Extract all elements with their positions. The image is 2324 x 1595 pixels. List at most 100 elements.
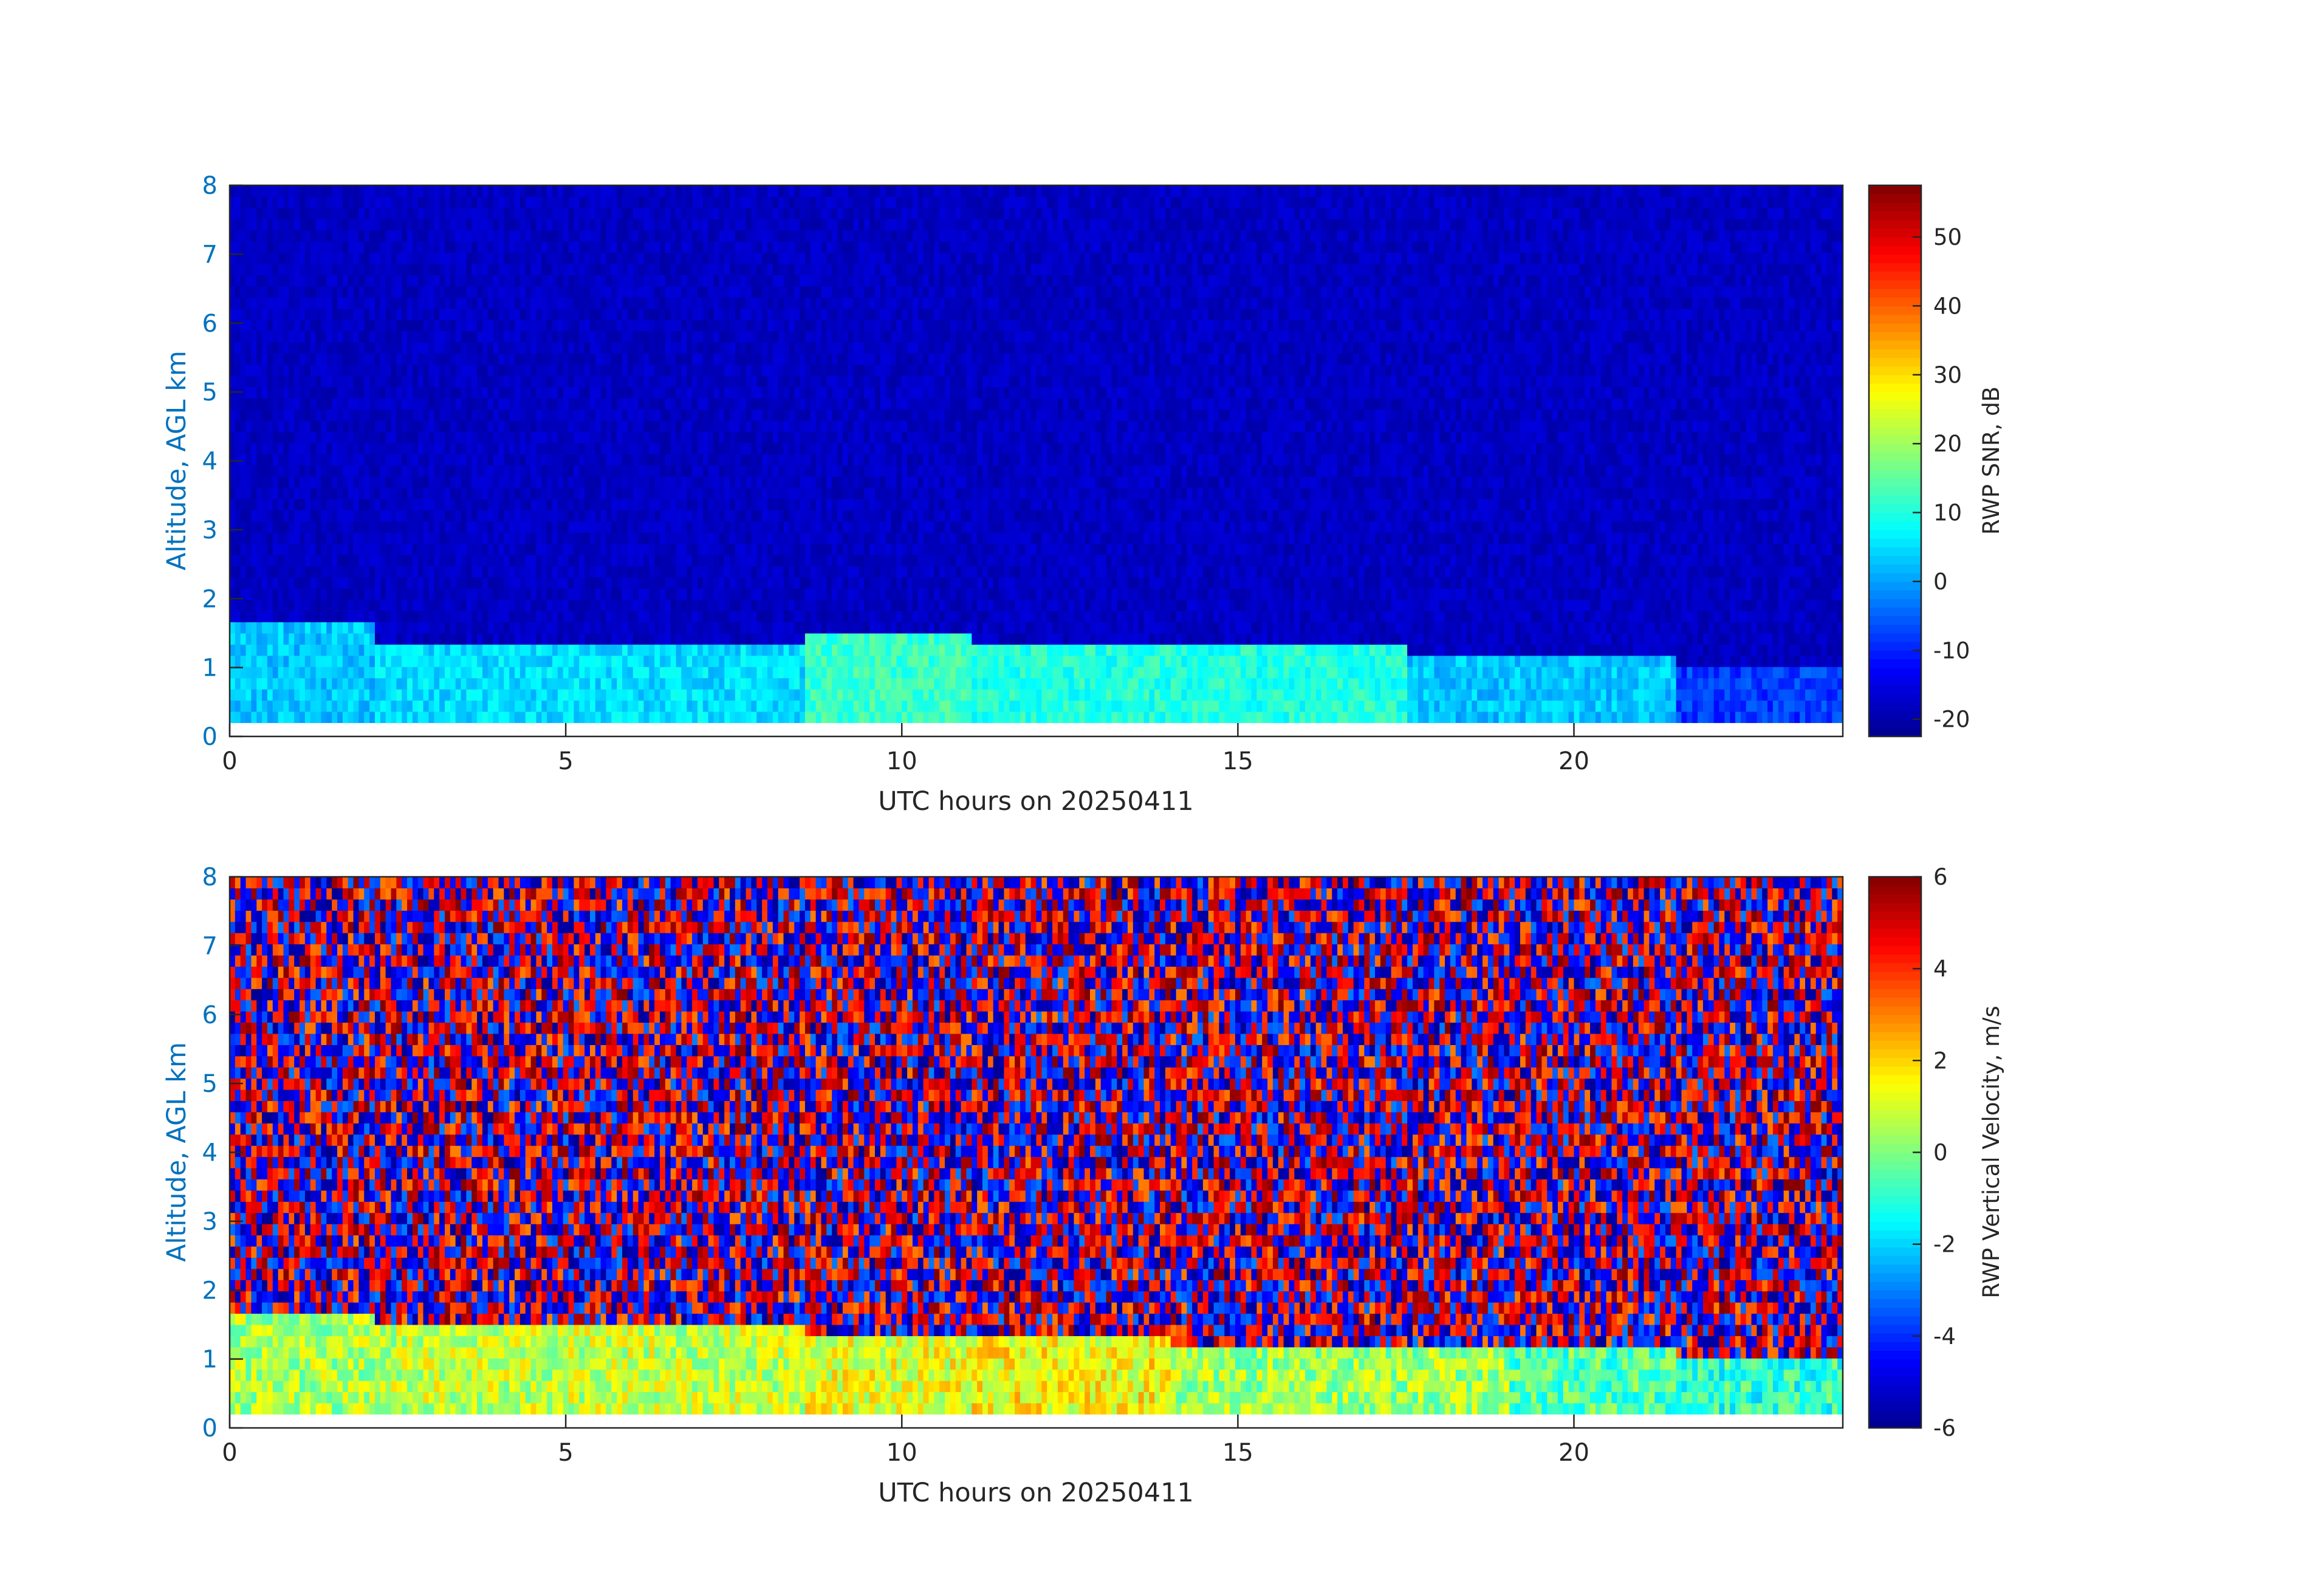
heatmap-cell	[735, 566, 741, 578]
heatmap-cell	[530, 308, 537, 320]
heatmap-cell	[557, 644, 564, 656]
heatmap-cell	[294, 409, 300, 421]
heatmap-cell	[251, 252, 257, 264]
heatmap-cell	[762, 677, 768, 690]
heatmap-cell	[509, 297, 515, 309]
heatmap-cell	[702, 487, 709, 499]
heatmap-cell	[364, 532, 370, 544]
heatmap-cell	[272, 241, 279, 253]
heatmap-cell	[778, 532, 784, 544]
heatmap-cell	[762, 611, 768, 623]
heatmap-cell	[681, 554, 687, 566]
heatmap-cell	[584, 566, 591, 578]
heatmap-cell	[600, 308, 607, 320]
heatmap-cell	[552, 476, 558, 489]
heatmap-cell	[751, 532, 757, 544]
heatmap-cell	[595, 341, 602, 354]
heatmap-cell	[380, 588, 386, 600]
heatmap-cell	[300, 577, 306, 589]
heatmap-cell	[670, 331, 677, 343]
heatmap-cell	[391, 667, 397, 679]
heatmap-cell	[267, 644, 273, 656]
heatmap-cell	[574, 431, 580, 444]
heatmap-cell	[552, 230, 558, 242]
heatmap-cell	[654, 230, 660, 242]
heatmap-cell	[719, 543, 725, 555]
heatmap-cell	[638, 521, 645, 533]
heatmap-cell	[767, 420, 773, 432]
heatmap-cell	[643, 230, 650, 242]
heatmap-cell	[477, 420, 483, 432]
heatmap-cell	[697, 677, 704, 690]
heatmap-cell	[595, 465, 602, 477]
heatmap-cell	[730, 341, 736, 354]
heatmap-cell	[541, 431, 547, 444]
heatmap-cell	[240, 633, 247, 645]
heatmap-cell	[509, 420, 515, 432]
heatmap-cell	[681, 341, 687, 354]
heatmap-cell	[600, 689, 607, 701]
heatmap-cell	[487, 655, 494, 667]
heatmap-cell	[315, 364, 322, 376]
heatmap-cell	[262, 442, 268, 454]
heatmap-cell	[557, 476, 564, 489]
heatmap-cell	[525, 207, 532, 219]
heatmap-cell	[315, 521, 322, 533]
heatmap-cell	[251, 386, 257, 399]
heatmap-cell	[627, 386, 634, 399]
heatmap-cell	[289, 252, 295, 264]
heatmap-cell	[697, 196, 704, 208]
heatmap-cell	[789, 700, 795, 712]
heatmap-cell	[240, 275, 247, 287]
heatmap-cell	[579, 353, 585, 365]
heatmap-cell	[434, 219, 440, 231]
heatmap-cell	[466, 554, 472, 566]
heatmap-cell	[423, 420, 430, 432]
heatmap-cell	[600, 398, 607, 410]
heatmap-cell	[300, 510, 306, 522]
heatmap-cell	[611, 185, 617, 197]
heatmap-cell	[557, 308, 564, 320]
heatmap-cell	[300, 655, 306, 667]
heatmap-cell	[417, 521, 424, 533]
heatmap-cell	[380, 386, 386, 399]
heatmap-cell	[310, 275, 317, 287]
heatmap-cell	[719, 566, 725, 578]
heatmap-cell	[702, 275, 709, 287]
heatmap-cell	[342, 588, 349, 600]
heatmap-cell	[708, 700, 715, 712]
heatmap-cell	[638, 398, 645, 410]
heatmap-cell	[762, 498, 768, 510]
heatmap-cell	[445, 386, 451, 399]
heatmap-cell	[687, 498, 693, 510]
heatmap-cell	[643, 241, 650, 253]
heatmap-cell	[267, 431, 273, 444]
heatmap-cell	[315, 454, 322, 466]
heatmap-cell	[374, 543, 381, 555]
heatmap-cell	[412, 476, 419, 489]
heatmap-cell	[407, 633, 413, 645]
heatmap-cell	[230, 577, 236, 589]
heatmap-cell	[509, 655, 515, 667]
heatmap-cell	[509, 577, 515, 589]
heatmap-cell	[541, 252, 547, 264]
heatmap-cell	[778, 711, 784, 723]
heatmap-cell	[676, 185, 682, 197]
heatmap-cell	[407, 700, 413, 712]
heatmap-cell	[251, 207, 257, 219]
heatmap-cell	[439, 454, 445, 466]
heatmap-cell	[574, 241, 580, 253]
heatmap-cell	[493, 667, 499, 679]
heatmap-cell	[385, 700, 392, 712]
heatmap-cell	[643, 689, 650, 701]
heatmap-cell	[348, 320, 354, 332]
heatmap-cell	[364, 554, 370, 566]
heatmap-cell	[407, 667, 413, 679]
heatmap-cell	[439, 263, 445, 275]
heatmap-cell	[482, 219, 488, 231]
heatmap-cell	[353, 386, 359, 399]
heatmap-cell	[552, 599, 558, 611]
heatmap-cell	[622, 510, 628, 522]
heatmap-cell	[337, 532, 343, 544]
heatmap-cell	[289, 398, 295, 410]
